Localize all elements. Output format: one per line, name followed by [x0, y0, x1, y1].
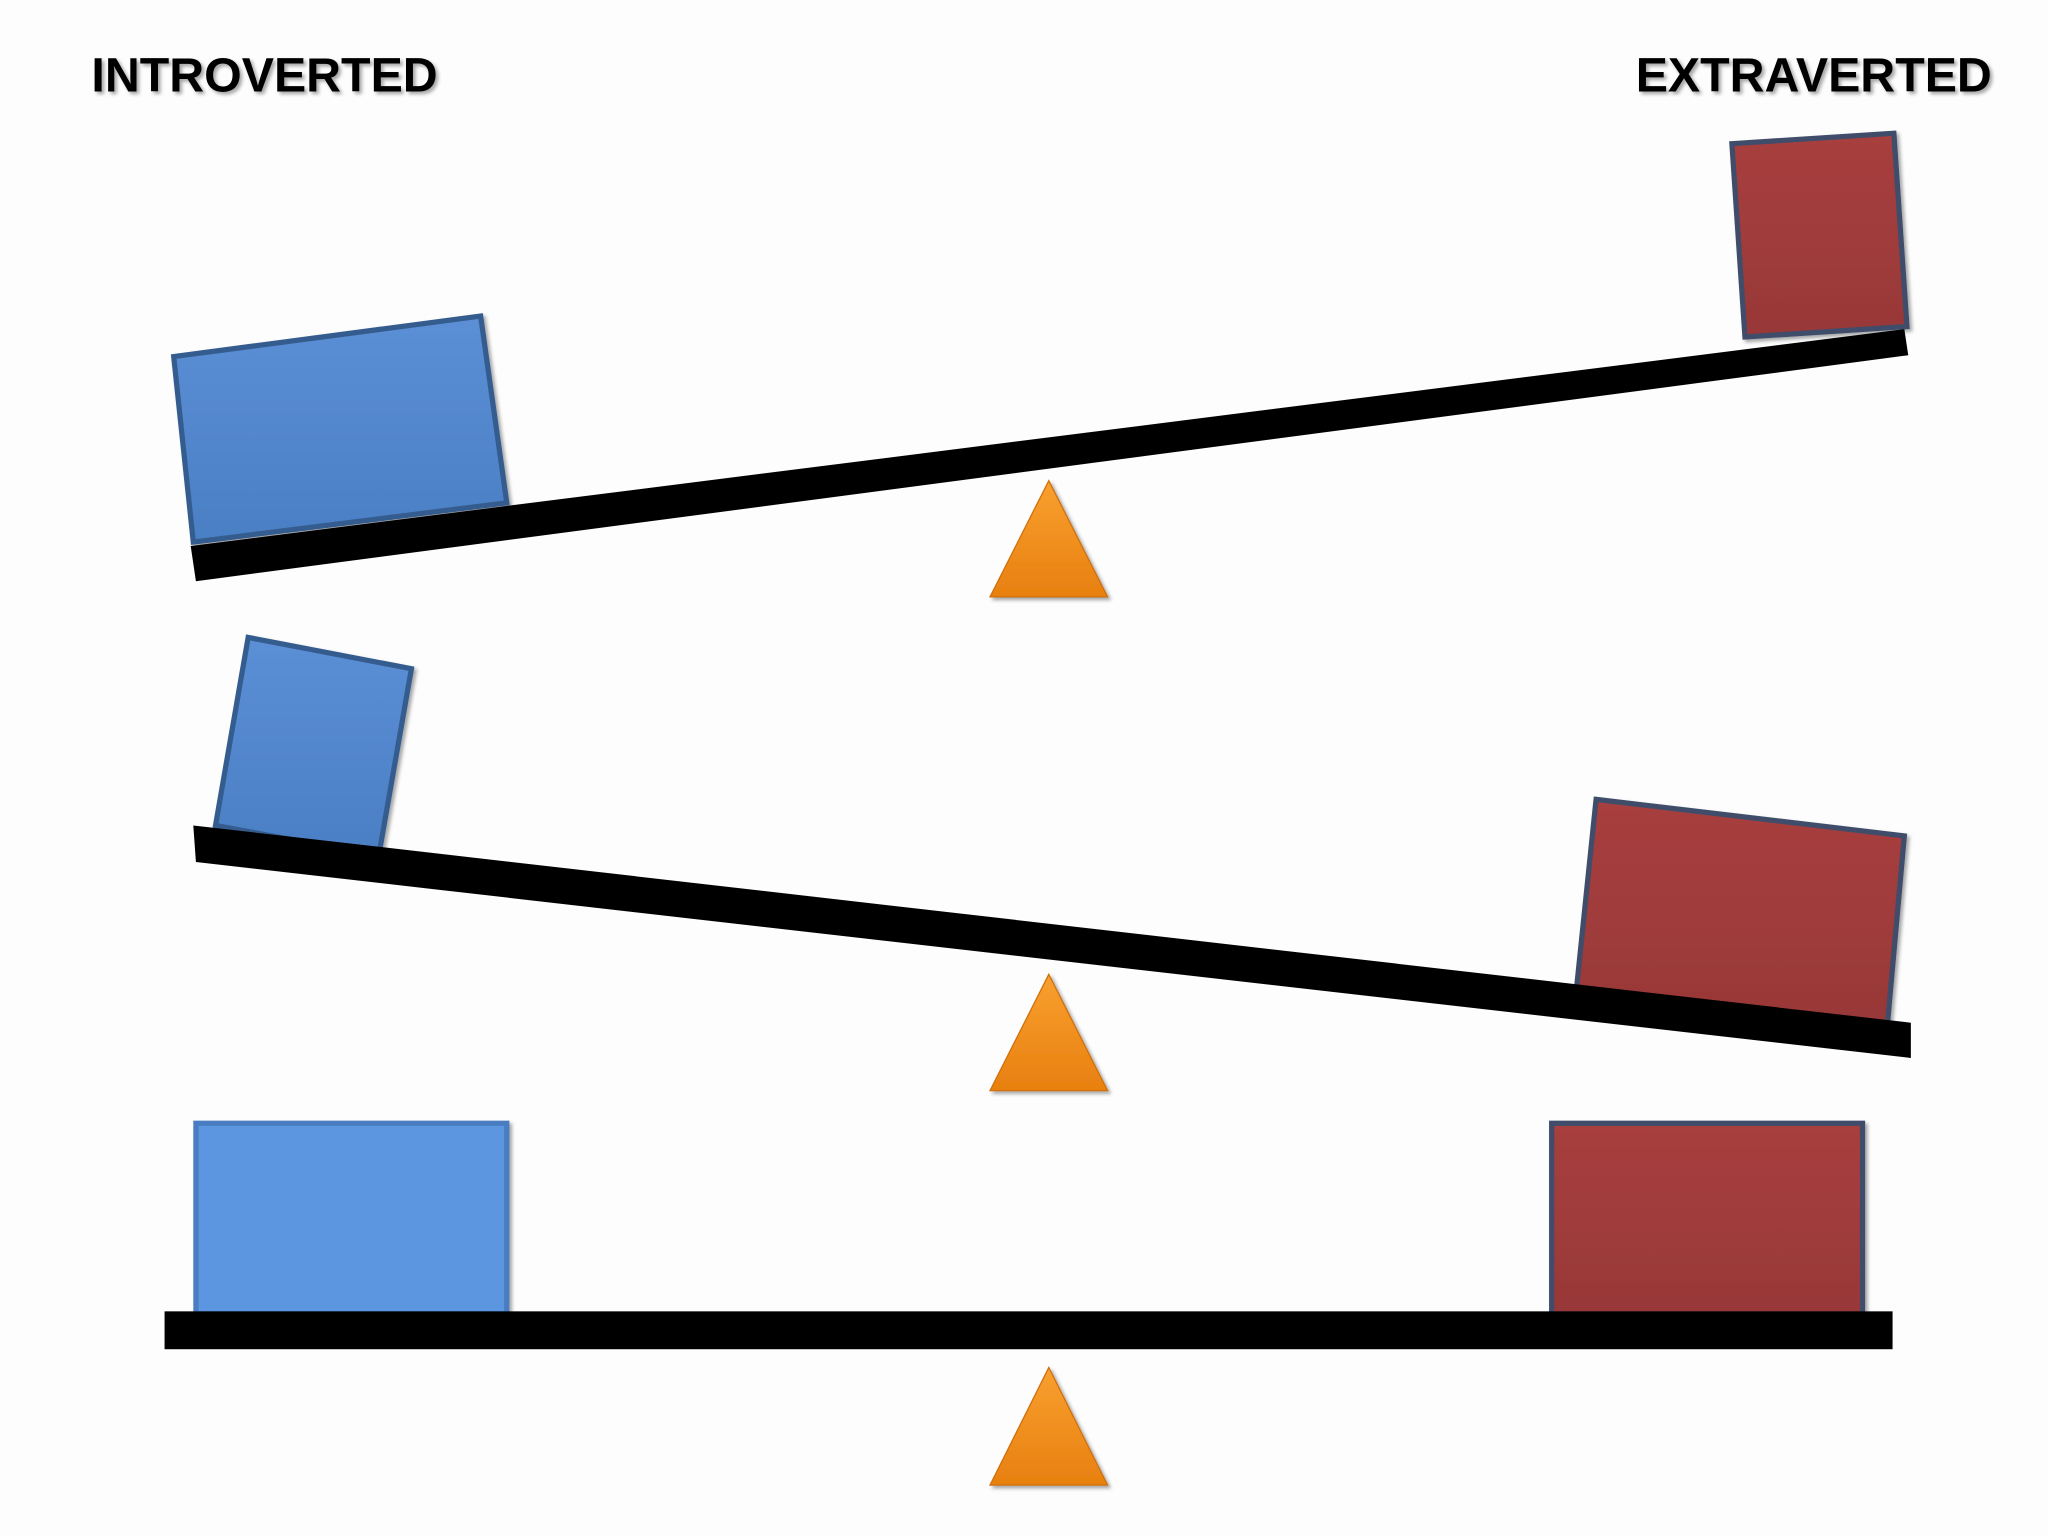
right-label: EXTRAVERTED: [1636, 48, 1992, 102]
fulcrum: [988, 972, 1109, 1092]
left-label: INTROVERTED: [91, 48, 437, 102]
red-block: [1729, 130, 1910, 340]
beam: [193, 825, 1911, 1058]
blue-block: [193, 1120, 510, 1317]
blue-block: [212, 634, 415, 859]
red-block: [1549, 1120, 1866, 1317]
beam: [164, 1311, 1893, 1350]
seesaw-middle: [193, 634, 1911, 1092]
fulcrum: [988, 479, 1109, 598]
seesaw-top: [170, 130, 1910, 598]
blue-block: [170, 313, 510, 545]
seesaw-bottom: [164, 1120, 1893, 1486]
beam: [190, 329, 1909, 582]
fulcrum: [988, 1366, 1109, 1486]
